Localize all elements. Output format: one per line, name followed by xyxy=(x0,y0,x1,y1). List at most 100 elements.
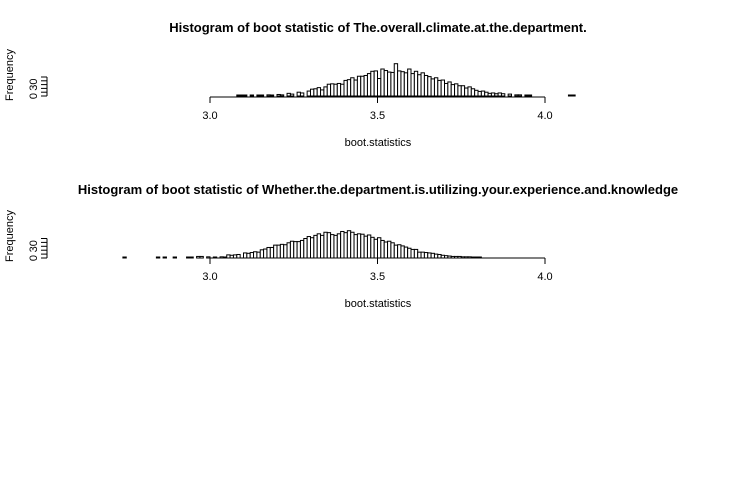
x-tick-label: 3.5 xyxy=(370,271,385,283)
histogram-bar xyxy=(514,94,519,97)
histogram-bar xyxy=(407,247,412,259)
histogram-bar xyxy=(410,73,415,97)
histogram-bar xyxy=(490,92,496,97)
histogram-bar xyxy=(400,71,405,97)
histogram-bar xyxy=(263,248,268,259)
y-axis: 0 30 xyxy=(28,238,48,261)
histogram-bar xyxy=(366,73,372,97)
histogram-bar xyxy=(316,233,322,259)
histogram-bar xyxy=(356,75,362,97)
histogram-bar xyxy=(189,256,194,259)
histogram-bars xyxy=(236,63,576,97)
histogram-bar xyxy=(279,243,285,259)
histogram-bar xyxy=(387,71,392,97)
histogram-bar xyxy=(420,251,425,259)
histogram-bars xyxy=(122,230,482,259)
histogram-bar xyxy=(571,94,576,97)
histogram-bar xyxy=(306,236,311,259)
histogram-bar xyxy=(507,93,512,97)
y-tick-label: 30 xyxy=(28,78,40,90)
histogram-bar xyxy=(293,241,298,259)
histogram-bar xyxy=(363,74,368,97)
histogram-bar xyxy=(487,92,492,97)
y-axis-label: Frequency xyxy=(4,210,16,262)
histogram-bar xyxy=(326,83,332,97)
histogram-bar xyxy=(410,248,415,259)
histogram-bar xyxy=(377,78,382,97)
histogram-bar xyxy=(353,234,358,259)
histogram-bar xyxy=(427,252,432,259)
histogram-bar xyxy=(316,87,322,97)
histogram-bar xyxy=(249,94,255,97)
histogram-bar xyxy=(423,252,429,259)
x-tick-label: 4.0 xyxy=(537,110,552,122)
histogram-bar xyxy=(444,82,449,97)
histogram-bar xyxy=(427,76,432,97)
histogram-bar xyxy=(236,94,241,97)
histogram-bar xyxy=(440,79,445,97)
histogram-bar xyxy=(199,255,204,259)
histogram-bar xyxy=(299,239,305,259)
histogram-bar xyxy=(320,89,325,97)
histogram-bar xyxy=(363,235,368,259)
histogram-bar xyxy=(330,83,335,97)
histogram-bar xyxy=(497,92,502,97)
histogram-bar xyxy=(276,244,281,259)
histogram-bar xyxy=(467,86,472,97)
histogram-bar xyxy=(393,244,399,259)
x-tick-label: 4.0 xyxy=(537,271,552,283)
y-axis-label: Frequency xyxy=(4,49,16,101)
histogram-bar xyxy=(266,94,271,97)
histogram-bar xyxy=(370,70,375,97)
histogram-bar xyxy=(236,253,241,259)
histogram-bar xyxy=(155,256,161,259)
histogram-bar xyxy=(310,88,315,97)
histogram-bar xyxy=(346,79,352,97)
histogram-bar xyxy=(239,94,244,97)
histogram-bar xyxy=(243,252,248,259)
histogram-bar xyxy=(346,230,352,259)
histogram-bar xyxy=(273,244,278,259)
x-axis: 3.0 3.5 4.0 xyxy=(202,96,553,122)
histogram-bar xyxy=(279,94,285,97)
histogram-bar xyxy=(333,83,338,97)
histogram-bar xyxy=(326,232,332,259)
histogram-bar xyxy=(243,94,248,97)
histogram-bar xyxy=(286,92,291,97)
histogram-bar xyxy=(340,230,345,259)
histogram-bar xyxy=(407,68,412,97)
histogram-bar xyxy=(343,232,348,259)
histogram-bar xyxy=(246,252,251,259)
histogram-bar xyxy=(196,255,201,259)
histogram-bar xyxy=(474,89,479,97)
x-axis-label: boot.statistics xyxy=(345,298,412,310)
histogram-bar xyxy=(296,241,301,259)
x-axis-label: boot.statistics xyxy=(345,137,412,149)
histogram-bar xyxy=(313,88,318,97)
y-tick-label: 0 xyxy=(28,93,40,99)
histogram-bar xyxy=(387,240,392,259)
histogram-bar xyxy=(353,79,358,97)
histogram-bar xyxy=(447,81,452,97)
histogram-bar xyxy=(289,240,295,259)
histogram-bar xyxy=(249,252,255,259)
histogram-bar xyxy=(430,252,435,259)
histogram-bar xyxy=(454,83,459,97)
histogram-bar xyxy=(296,91,301,97)
y-tick-label: 0 xyxy=(28,255,40,261)
histogram-bar xyxy=(330,234,335,259)
histogram-bar xyxy=(303,238,308,259)
histogram-bar xyxy=(306,90,311,97)
histogram-bar xyxy=(377,237,382,259)
histogram-panel-experience: Histogram of boot statistic of Whether.t… xyxy=(4,182,678,310)
histogram-bar xyxy=(333,234,338,259)
histogram-bar xyxy=(397,244,402,259)
histogram-bar xyxy=(206,256,211,259)
histogram-bar xyxy=(380,239,385,259)
histogram-bar xyxy=(186,256,191,259)
histogram-bar xyxy=(256,94,261,97)
histogram-bar xyxy=(266,246,271,259)
histogram-bar xyxy=(393,63,399,97)
histogram-bar xyxy=(340,83,345,97)
